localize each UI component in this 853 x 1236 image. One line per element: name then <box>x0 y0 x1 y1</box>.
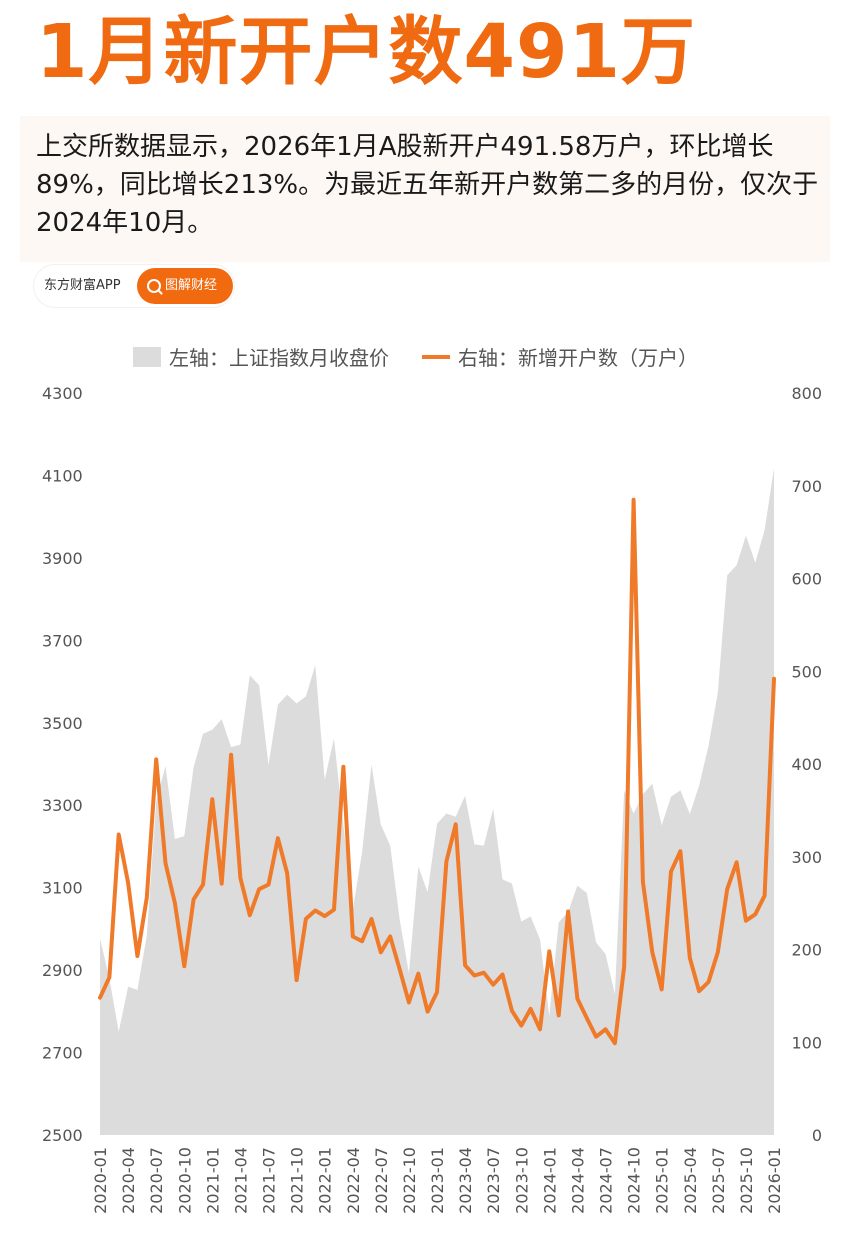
brand-button[interactable]: 图解财经 <box>137 268 233 304</box>
right-tick-label: 500 <box>791 662 822 681</box>
x-tick-label: 2021-01 <box>203 1147 222 1214</box>
line-series <box>98 497 776 1046</box>
right-tick-label: 700 <box>791 477 822 496</box>
right-tick-label: 200 <box>791 941 822 960</box>
right-tick-label: 300 <box>791 848 822 867</box>
x-tick-label: 2024-07 <box>597 1147 616 1214</box>
left-tick-label: 2500 <box>42 1126 83 1145</box>
left-tick-label: 3300 <box>42 796 83 815</box>
right-axis: 800 700 600 500 400 300 200 100 0 <box>791 384 822 1145</box>
summary-text: 上交所数据显示，2026年1月A股新开户491.58万户，环比增长89%，同比增… <box>36 132 819 238</box>
x-tick-label: 2023-04 <box>456 1147 475 1214</box>
x-tick-label: 2024-04 <box>568 1147 587 1214</box>
legend-area-swatch <box>133 347 161 367</box>
x-tick-label: 2025-10 <box>737 1147 756 1214</box>
x-axis: 2020-01 2020-04 2020-07 2020-10 2021-01 2021-… <box>91 1147 784 1214</box>
x-tick-label: 2022-10 <box>400 1147 419 1214</box>
headline-title: 1月新开户数491万 <box>36 9 696 95</box>
x-tick-label: 2024-01 <box>540 1147 559 1214</box>
summary-box <box>20 116 830 262</box>
chart-legend: 左轴：上证指数月收盘价 右轴：新增开户数（万户） <box>133 346 698 370</box>
area-fill <box>100 468 774 1135</box>
x-tick-label: 2026-01 <box>765 1147 784 1214</box>
right-tick-label: 400 <box>791 755 822 774</box>
x-tick-label: 2021-04 <box>231 1147 250 1214</box>
x-tick-label: 2023-01 <box>428 1147 447 1214</box>
x-tick-label: 2022-01 <box>316 1147 335 1214</box>
area-series <box>100 468 774 1135</box>
left-tick-label: 2900 <box>42 961 83 980</box>
left-tick-label: 3700 <box>42 631 83 650</box>
left-tick-label: 4100 <box>42 466 83 485</box>
x-tick-label: 2023-07 <box>484 1147 503 1214</box>
right-tick-label: 0 <box>812 1126 822 1145</box>
x-tick-label: 2022-07 <box>372 1147 391 1214</box>
brand-button-label: 图解财经 <box>165 278 218 293</box>
legend-line-label: 右轴：新增开户数（万户） <box>458 346 698 370</box>
search-icon <box>147 279 161 293</box>
left-tick-label: 4300 <box>42 384 83 403</box>
x-tick-label: 2020-04 <box>119 1147 138 1214</box>
brand-name: 东方财富APP <box>44 278 121 293</box>
left-axis: 4300 4100 3900 3700 3500 3300 3100 2900 2700 2500 <box>42 384 83 1145</box>
right-tick-label: 800 <box>791 384 822 403</box>
x-tick-label: 2025-04 <box>681 1147 700 1214</box>
x-tick-label: 2023-10 <box>512 1147 531 1214</box>
x-tick-label: 2022-04 <box>344 1147 363 1214</box>
x-tick-label: 2021-10 <box>288 1147 307 1214</box>
chart: 左轴：上证指数月收盘价 右轴：新增开户数（万户） 4300 4100 3900 370… <box>42 346 822 1214</box>
x-tick-label: 2025-07 <box>709 1147 728 1214</box>
left-tick-label: 3900 <box>42 549 83 568</box>
x-tick-label: 2024-10 <box>625 1147 644 1214</box>
left-tick-label: 3500 <box>42 714 83 733</box>
legend-area-label: 左轴：上证指数月收盘价 <box>169 346 389 370</box>
x-tick-label: 2020-07 <box>147 1147 166 1214</box>
x-tick-label: 2020-01 <box>91 1147 110 1214</box>
right-tick-label: 100 <box>791 1033 822 1052</box>
line-path <box>98 497 776 1046</box>
left-tick-label: 2700 <box>42 1044 83 1063</box>
legend-line-swatch <box>422 355 450 359</box>
x-tick-label: 2025-01 <box>653 1147 672 1214</box>
x-tick-label: 2021-07 <box>260 1147 279 1214</box>
right-tick-label: 600 <box>791 570 822 589</box>
x-tick-label: 2020-10 <box>175 1147 194 1214</box>
left-tick-label: 3100 <box>42 879 83 898</box>
